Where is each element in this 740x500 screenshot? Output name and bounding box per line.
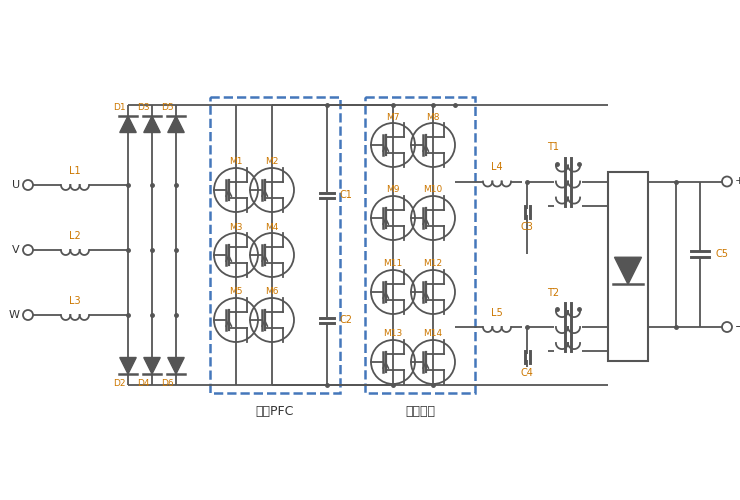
Text: W: W <box>9 310 20 320</box>
Polygon shape <box>168 116 184 132</box>
Text: L5: L5 <box>491 308 503 318</box>
Text: M14: M14 <box>423 330 443 338</box>
Polygon shape <box>120 358 136 374</box>
Text: M9: M9 <box>386 186 400 194</box>
Text: M6: M6 <box>265 288 279 296</box>
Text: C1: C1 <box>339 190 352 200</box>
Polygon shape <box>144 358 161 374</box>
Bar <box>608 172 648 361</box>
Text: M3: M3 <box>229 222 243 232</box>
Text: T1: T1 <box>547 142 559 152</box>
Text: M4: M4 <box>266 222 279 232</box>
Text: M12: M12 <box>423 260 443 268</box>
Circle shape <box>23 245 33 255</box>
Text: M7: M7 <box>386 112 400 122</box>
Text: V: V <box>13 245 20 255</box>
Text: M11: M11 <box>383 260 403 268</box>
Circle shape <box>722 176 732 186</box>
Text: D2: D2 <box>113 378 126 388</box>
Text: 三相PFC: 三相PFC <box>256 405 295 418</box>
Text: C4: C4 <box>520 368 534 378</box>
Text: D4: D4 <box>138 378 150 388</box>
Polygon shape <box>614 257 642 284</box>
Polygon shape <box>144 116 161 132</box>
Circle shape <box>23 180 33 190</box>
Text: +: + <box>735 176 740 186</box>
Text: L1: L1 <box>69 166 81 176</box>
Text: M8: M8 <box>426 112 440 122</box>
Text: D1: D1 <box>113 102 126 112</box>
Circle shape <box>722 322 732 332</box>
Text: C2: C2 <box>339 315 352 325</box>
Text: L3: L3 <box>69 296 81 306</box>
Text: L4: L4 <box>491 162 502 172</box>
Text: T2: T2 <box>547 288 559 298</box>
Text: U: U <box>12 180 20 190</box>
Bar <box>210 97 340 393</box>
Text: L2: L2 <box>69 231 81 241</box>
Circle shape <box>23 310 33 320</box>
Text: C3: C3 <box>520 222 534 232</box>
Text: D5: D5 <box>161 102 174 112</box>
Text: −: − <box>735 322 740 332</box>
Text: C5: C5 <box>716 249 729 259</box>
Text: M5: M5 <box>229 288 243 296</box>
Text: D6: D6 <box>161 378 174 388</box>
Bar <box>365 97 475 393</box>
Text: D3: D3 <box>138 102 150 112</box>
Text: M1: M1 <box>229 158 243 166</box>
Polygon shape <box>168 358 184 374</box>
Text: 功率变换: 功率变换 <box>405 405 435 418</box>
Text: M13: M13 <box>383 330 403 338</box>
Text: M2: M2 <box>266 158 279 166</box>
Text: M10: M10 <box>423 186 443 194</box>
Polygon shape <box>120 116 136 132</box>
